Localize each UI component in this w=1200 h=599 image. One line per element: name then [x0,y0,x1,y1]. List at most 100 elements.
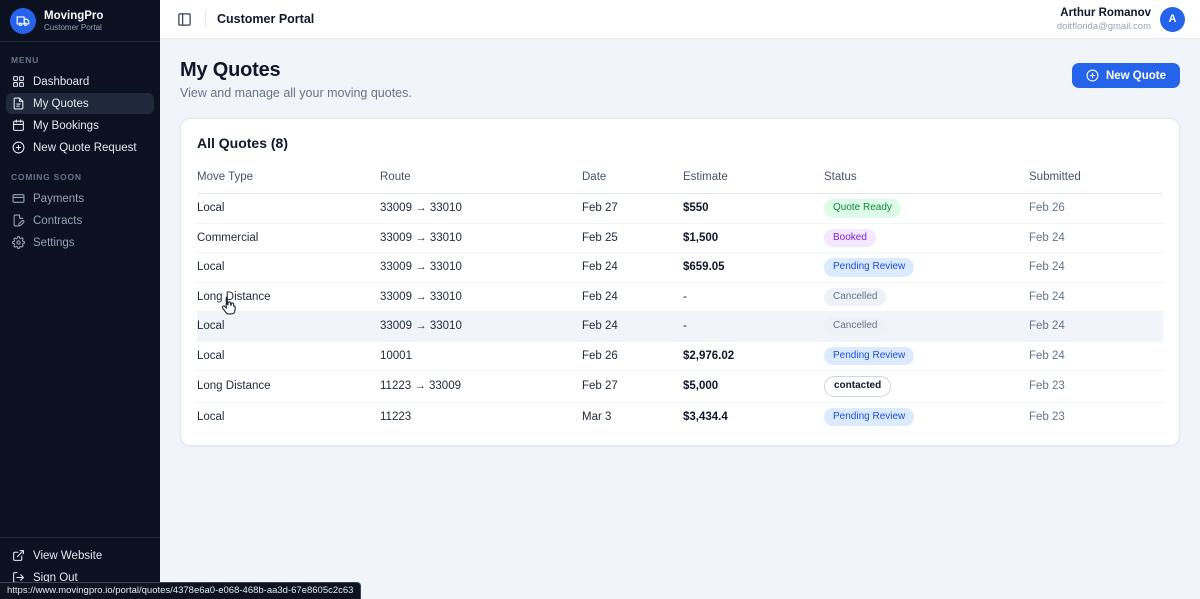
sidebar-item-label: Dashboard [33,75,90,88]
cell-estimate: $5,000 [683,370,824,403]
external-link-icon [12,549,25,562]
quote-row[interactable]: Local 33009 → 33010 Feb 24- Cancelled Feb 24 [197,311,1163,342]
cell-date: Feb 27 [582,370,683,403]
sidebar-item-contracts[interactable]: Contracts [6,210,154,231]
sidebar-menu: Dashboard My Quotes My Bookings New Quote R… [0,70,160,159]
cell-move-type: Local [197,193,380,224]
sidebar-item-payments[interactable]: Payments [6,188,154,209]
sidebar-toggle-icon[interactable] [175,10,194,29]
cell-move-type: Local [197,341,380,371]
status-badge: Quote Ready [824,199,901,218]
cell-route: 33009 → 33010 [380,252,582,283]
sidebar-item-dashboard[interactable]: Dashboard [6,71,154,92]
cell-status: Pending Review [824,252,1029,283]
cell-route: 33009 → 33010 [380,223,582,253]
status-badge: Pending Review [824,258,915,277]
cell-estimate: - [683,311,824,342]
user-meta: Arthur Romanov doitflorida@gmail.com [1057,6,1151,32]
cell-date: Mar 3 [582,410,612,423]
cell-estimate: $659.05 [683,252,824,283]
status-badge: contacted [824,376,892,397]
app-logo[interactable]: MovingPro Customer Portal [0,0,160,42]
sidebar-item-label: New Quote Request [33,141,137,154]
sidebar-item-my-quotes[interactable]: My Quotes [6,93,154,114]
topbar-title: Customer Portal [217,12,315,26]
cell-submitted: Feb 24 [1029,311,1163,342]
column-header-submitted: Submitted [1029,157,1163,194]
credit-card-icon [12,192,25,205]
quote-row[interactable]: Long Distance 11223 → 33009 Feb 27 $5,000 co… [197,370,1163,403]
sidebar-item-my-bookings[interactable]: My Bookings [6,115,154,136]
column-header-date: Date [582,157,683,194]
cell-estimate: $1,500 [683,223,824,253]
quotes-table: Move Type Route Date Estimate Status Submitte… [197,157,1163,431]
cell-route: 33009 → 33010 [380,193,582,224]
cell-submitted: Feb 26 [1029,193,1163,224]
cell-status: contacted [824,370,1029,403]
cell-move-type: Long Distance [197,282,380,312]
brand-tagline: Customer Portal [44,23,102,33]
quote-row[interactable]: Local 11223 Mar 3 $3,434.4 Pending Review Feb… [197,402,1163,431]
cell-status: Quote Ready [824,193,1029,224]
cell-estimate: $550 [683,193,824,224]
quotes-card: All Quotes (8) Move Type Route Date Estimat… [180,118,1180,446]
cell-submitted: Feb 24 [1029,282,1163,312]
cell-move-type: Local [197,410,225,423]
cell-date: Feb 26 [582,341,683,371]
avatar[interactable]: A [1160,6,1185,32]
main-column: Customer Portal Arthur Romanov doitflori… [160,0,1200,599]
cell-move-type: Local [197,252,380,283]
plus-circle-icon [12,141,25,154]
status-badge: Cancelled [824,287,887,306]
quote-row[interactable]: Long Distance 33009 → 33010 Feb 24- Cancell… [197,282,1163,312]
status-badge: Cancelled [824,317,887,336]
sidebar-item-label: Contracts [33,214,83,227]
sidebar-menu-label: Menu [11,55,40,65]
cell-status: Pending Review [824,402,1029,431]
sidebar-coming-soon-label: Coming Soon [11,172,82,182]
sidebar-item-settings[interactable]: Settings [6,232,154,253]
plus-circle-icon [1086,69,1099,82]
column-header-route: Route [380,157,582,194]
cell-route: 11223 → 33009 [380,370,582,403]
new-quote-button-label: New Quote [1105,69,1166,82]
cell-status: Pending Review [824,341,1029,371]
gear-icon [12,236,25,249]
sidebar: MovingPro Customer Portal Menu Dashboard… [0,0,160,599]
quote-row[interactable]: Local 33009 → 33010 Feb 24 $659.05 Pending R… [197,252,1163,283]
cell-date: Feb 24 [582,282,683,312]
topbar-divider [205,11,206,27]
new-quote-button[interactable]: New Quote [1071,63,1180,88]
status-badge: Pending Review [824,346,915,365]
user-email: doitflorida@gmail.com [1056,20,1151,32]
column-header-move-type: Move Type [197,157,380,194]
sidebar-item-label: Sign Out [33,571,78,584]
cell-status: Booked [824,223,1029,253]
cell-route: 33009 → 33010 [380,311,582,342]
cell-date: Feb 25 [582,223,683,253]
cell-status: Cancelled [824,311,1029,342]
topbar: Customer Portal Arthur Romanov doitflori… [160,0,1200,39]
truck-icon [10,7,36,34]
cell-move-type: Local [197,311,380,342]
quote-row[interactable]: Commercial 33009 → 33010 Feb 25 $1,500 Booke… [197,223,1163,253]
sidebar-item-view-website[interactable]: View Website [6,545,154,566]
sidebar-footer: View Website Sign Out [0,537,160,599]
sidebar-item-label: Settings [33,236,75,249]
sidebar-item-label: My Quotes [33,97,89,110]
sidebar-coming-soon: Payments Contracts Settings [0,187,160,254]
cell-route: 10001 [380,341,582,371]
page-subtitle: View and manage all your moving quotes. [180,86,412,100]
page-head: My Quotes View and manage all your movin… [180,59,1180,100]
status-badge: Pending Review [824,407,915,426]
quote-row[interactable]: Local 33009 → 33010 Feb 27 $550 Quote Ready F… [197,193,1163,224]
page-title: My Quotes [180,59,281,81]
sidebar-item-label: My Bookings [33,119,99,132]
cell-submitted: Feb 24 [1029,252,1163,283]
brand-name: MovingPro [44,9,104,22]
quote-row[interactable]: Local 10001 Feb 26 $2,976.02 Pending Review F… [197,341,1163,371]
column-header-estimate: Estimate [683,157,824,194]
cell-estimate: $3,434.4 [683,410,728,423]
sidebar-item-new-quote-request[interactable]: New Quote Request [6,137,154,158]
